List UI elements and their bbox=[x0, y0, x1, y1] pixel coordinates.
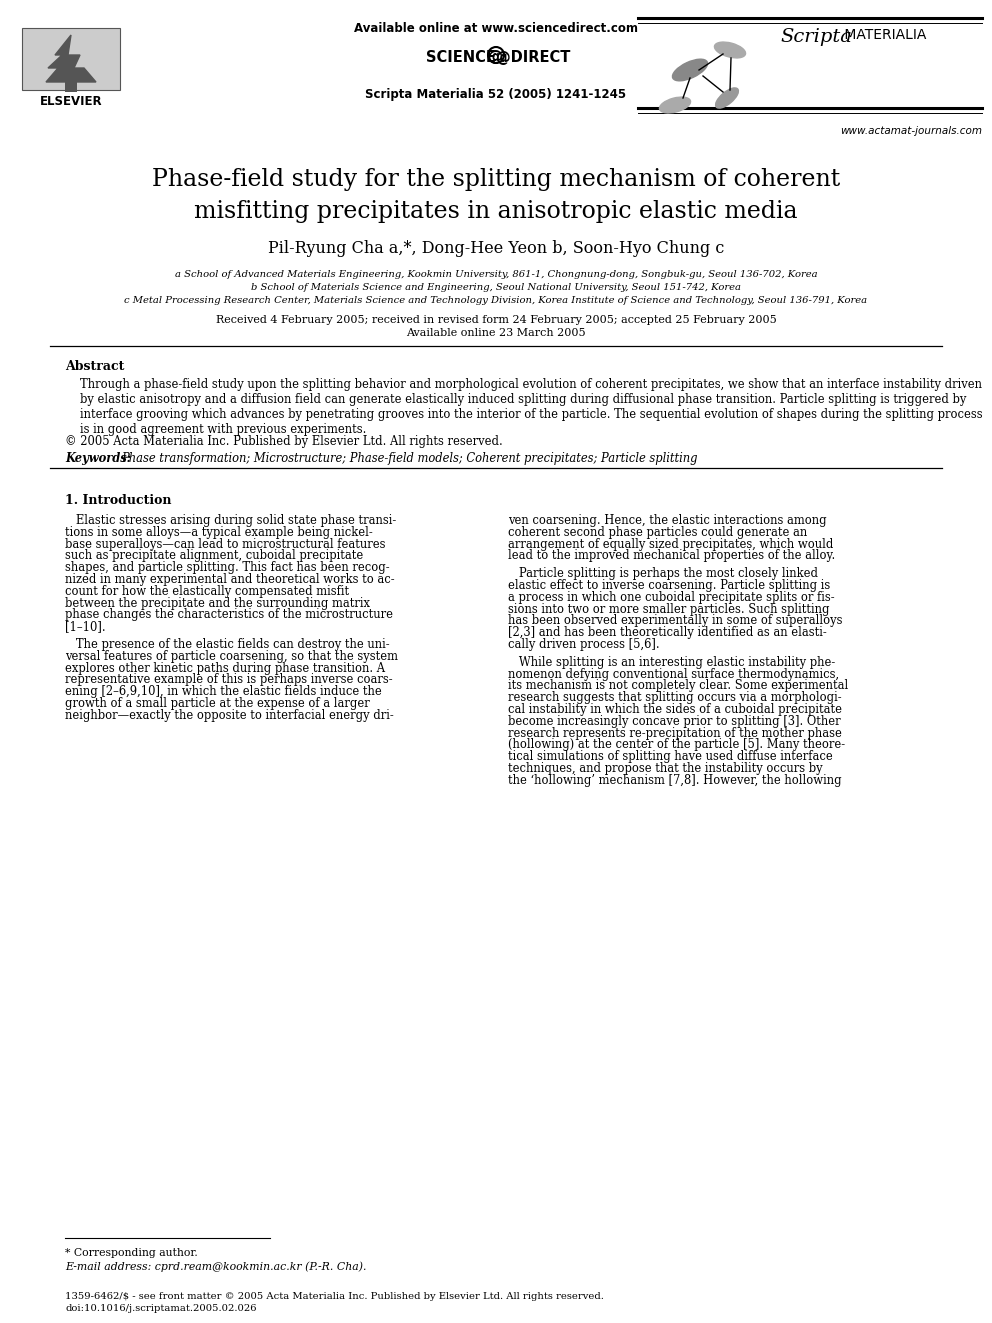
Ellipse shape bbox=[660, 97, 690, 112]
Polygon shape bbox=[46, 34, 96, 82]
Text: tions in some alloys—a typical example being nickel-: tions in some alloys—a typical example b… bbox=[65, 525, 373, 538]
Text: versal features of particle coarsening, so that the system: versal features of particle coarsening, … bbox=[65, 650, 398, 663]
Text: Pil-Ryung Cha a,*, Dong-Hee Yeon b, Soon-Hyo Chung c: Pil-Ryung Cha a,*, Dong-Hee Yeon b, Soon… bbox=[268, 239, 724, 257]
Text: E-mail address: cprd.ream@kookmin.ac.kr (P.-R. Cha).: E-mail address: cprd.ream@kookmin.ac.kr … bbox=[65, 1261, 366, 1271]
Text: arrangement of equally sized precipitates, which would: arrangement of equally sized precipitate… bbox=[508, 537, 833, 550]
Text: sions into two or more smaller particles. Such splitting: sions into two or more smaller particles… bbox=[508, 602, 829, 615]
Text: misfitting precipitates in anisotropic elastic media: misfitting precipitates in anisotropic e… bbox=[194, 200, 798, 224]
Text: coherent second phase particles could generate an: coherent second phase particles could ge… bbox=[508, 525, 807, 538]
Text: www.actamat-journals.com: www.actamat-journals.com bbox=[840, 126, 982, 136]
Text: cal instability in which the sides of a cuboidal precipitate: cal instability in which the sides of a … bbox=[508, 703, 842, 716]
Text: Particle splitting is perhaps the most closely linked: Particle splitting is perhaps the most c… bbox=[508, 568, 818, 581]
Text: growth of a small particle at the expense of a larger: growth of a small particle at the expens… bbox=[65, 697, 370, 710]
Text: its mechanism is not completely clear. Some experimental: its mechanism is not completely clear. S… bbox=[508, 680, 848, 692]
FancyBboxPatch shape bbox=[65, 79, 77, 93]
Text: Scripta Materialia 52 (2005) 1241-1245: Scripta Materialia 52 (2005) 1241-1245 bbox=[365, 89, 627, 101]
Text: nized in many experimental and theoretical works to ac-: nized in many experimental and theoretic… bbox=[65, 573, 395, 586]
Text: @DIRECT: @DIRECT bbox=[496, 50, 570, 65]
Text: (hollowing) at the center of the particle [5]. Many theore-: (hollowing) at the center of the particl… bbox=[508, 738, 845, 751]
Text: become increasingly concave prior to splitting [3]. Other: become increasingly concave prior to spl… bbox=[508, 714, 840, 728]
Ellipse shape bbox=[714, 42, 746, 58]
Text: a process in which one cuboidal precipitate splits or fis-: a process in which one cuboidal precipit… bbox=[508, 591, 834, 603]
FancyBboxPatch shape bbox=[22, 28, 120, 90]
Text: ELSEVIER: ELSEVIER bbox=[40, 95, 102, 108]
Text: the ‘hollowing’ mechanism [7,8]. However, the hollowing: the ‘hollowing’ mechanism [7,8]. However… bbox=[508, 774, 841, 787]
Text: such as precipitate alignment, cuboidal precipitate: such as precipitate alignment, cuboidal … bbox=[65, 549, 363, 562]
Text: techniques, and propose that the instability occurs by: techniques, and propose that the instabi… bbox=[508, 762, 822, 775]
Text: research represents re-precipitation of the mother phase: research represents re-precipitation of … bbox=[508, 726, 842, 740]
Text: Elastic stresses arising during solid state phase transi-: Elastic stresses arising during solid st… bbox=[65, 515, 396, 527]
Text: 1359-6462/$ - see front matter © 2005 Acta Materialia Inc. Published by Elsevier: 1359-6462/$ - see front matter © 2005 Ac… bbox=[65, 1293, 604, 1301]
Text: Scripta: Scripta bbox=[780, 28, 852, 46]
Text: doi:10.1016/j.scriptamat.2005.02.026: doi:10.1016/j.scriptamat.2005.02.026 bbox=[65, 1304, 257, 1312]
Text: shapes, and particle splitting. This fact has been recog-: shapes, and particle splitting. This fac… bbox=[65, 561, 390, 574]
Text: b School of Materials Science and Engineering, Seoul National University, Seoul : b School of Materials Science and Engine… bbox=[251, 283, 741, 292]
Text: 1. Introduction: 1. Introduction bbox=[65, 493, 172, 507]
Text: @: @ bbox=[488, 49, 504, 64]
Text: [2,3] and has been theoretically identified as an elasti-: [2,3] and has been theoretically identif… bbox=[508, 626, 826, 639]
Text: SCIENCE: SCIENCE bbox=[427, 50, 496, 65]
Text: Through a phase-field study upon the splitting behavior and morphological evolut: Through a phase-field study upon the spl… bbox=[80, 378, 983, 437]
Ellipse shape bbox=[715, 87, 738, 108]
Text: The presence of the elastic fields can destroy the uni-: The presence of the elastic fields can d… bbox=[65, 638, 390, 651]
Text: research suggests that splitting occurs via a morphologi-: research suggests that splitting occurs … bbox=[508, 691, 841, 704]
Text: lead to the improved mechanical properties of the alloy.: lead to the improved mechanical properti… bbox=[508, 549, 835, 562]
Text: cally driven process [5,6].: cally driven process [5,6]. bbox=[508, 638, 660, 651]
Text: Abstract: Abstract bbox=[65, 360, 124, 373]
Text: MATERIALIA: MATERIALIA bbox=[840, 28, 927, 42]
Text: ening [2–6,9,10], in which the elastic fields induce the: ening [2–6,9,10], in which the elastic f… bbox=[65, 685, 382, 699]
Text: count for how the elastically compensated misfit: count for how the elastically compensate… bbox=[65, 585, 349, 598]
Text: explores other kinetic paths during phase transition. A: explores other kinetic paths during phas… bbox=[65, 662, 385, 675]
Text: Available online 23 March 2005: Available online 23 March 2005 bbox=[406, 328, 586, 337]
Text: [1–10].: [1–10]. bbox=[65, 620, 105, 634]
Text: has been observed experimentally in some of superalloys: has been observed experimentally in some… bbox=[508, 614, 842, 627]
Text: representative example of this is perhaps inverse coars-: representative example of this is perhap… bbox=[65, 673, 393, 687]
Text: phase changes the characteristics of the microstructure: phase changes the characteristics of the… bbox=[65, 609, 393, 622]
Text: Keywords:: Keywords: bbox=[65, 452, 131, 464]
Text: neighbor—exactly the opposite to interfacial energy dri-: neighbor—exactly the opposite to interfa… bbox=[65, 709, 394, 722]
Text: tical simulations of splitting have used diffuse interface: tical simulations of splitting have used… bbox=[508, 750, 832, 763]
Text: * Corresponding author.: * Corresponding author. bbox=[65, 1248, 197, 1258]
Text: © 2005 Acta Materialia Inc. Published by Elsevier Ltd. All rights reserved.: © 2005 Acta Materialia Inc. Published by… bbox=[65, 435, 503, 448]
Ellipse shape bbox=[673, 60, 707, 81]
Text: Phase transformation; Microstructure; Phase-field models; Coherent precipitates;: Phase transformation; Microstructure; Ph… bbox=[121, 452, 697, 464]
Text: nomenon defying conventional surface thermodynamics,: nomenon defying conventional surface the… bbox=[508, 668, 839, 680]
Text: Phase-field study for the splitting mechanism of coherent: Phase-field study for the splitting mech… bbox=[152, 168, 840, 191]
Text: base superalloys—can lead to microstructural features: base superalloys—can lead to microstruct… bbox=[65, 537, 386, 550]
Text: c Metal Processing Research Center, Materials Science and Technology Division, K: c Metal Processing Research Center, Mate… bbox=[124, 296, 868, 306]
Text: elastic effect to inverse coarsening. Particle splitting is: elastic effect to inverse coarsening. Pa… bbox=[508, 579, 830, 591]
Text: Available online at www.sciencedirect.com: Available online at www.sciencedirect.co… bbox=[354, 22, 638, 34]
Text: ven coarsening. Hence, the elastic interactions among: ven coarsening. Hence, the elastic inter… bbox=[508, 515, 826, 527]
Text: Received 4 February 2005; received in revised form 24 February 2005; accepted 25: Received 4 February 2005; received in re… bbox=[215, 315, 777, 325]
Text: between the precipitate and the surrounding matrix: between the precipitate and the surround… bbox=[65, 597, 370, 610]
Text: While splitting is an interesting elastic instability phe-: While splitting is an interesting elasti… bbox=[508, 656, 835, 669]
Text: a School of Advanced Materials Engineering, Kookmin University, 861-1, Chongnung: a School of Advanced Materials Engineeri… bbox=[175, 270, 817, 279]
